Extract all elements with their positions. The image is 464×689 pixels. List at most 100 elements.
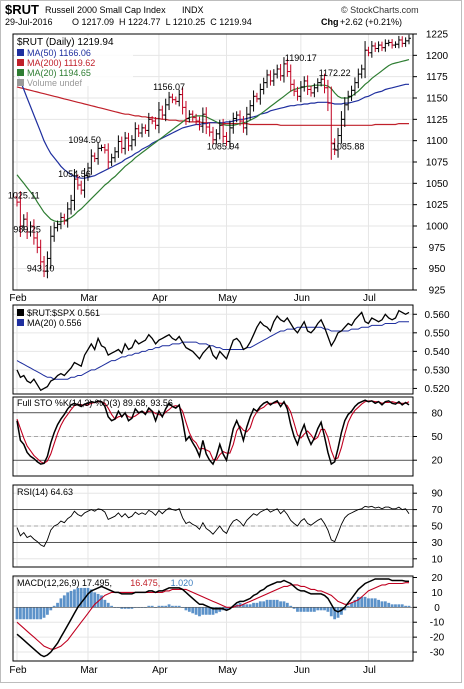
price-annotation: 989.25: [13, 224, 41, 234]
ohlc-values: O 1217.09 H 1224.77 L 1210.25 C 1219.94: [72, 17, 252, 27]
macd-histogram-bar: [25, 607, 29, 620]
macd-histogram-bar: [198, 607, 201, 617]
macd-histogram-bar: [214, 607, 218, 614]
price-annotation: 1190.17: [285, 53, 317, 63]
macd-border: [12, 575, 414, 662]
macd-histogram-bar: [93, 592, 97, 608]
rsi-ytick-label: 10: [431, 554, 443, 565]
macd-histogram-bar: [279, 601, 282, 608]
price-legend-swatch: [17, 79, 24, 86]
copyright-label: © StockCharts.com: [341, 5, 419, 15]
macd-histogram-bar: [272, 599, 276, 608]
macd-histogram-bar: [356, 596, 360, 608]
macd-histogram-bar: [46, 607, 49, 615]
macd-histogram-bar: [174, 605, 178, 608]
x-axis-label: Jun: [294, 293, 310, 304]
macd-histogram-bar: [110, 605, 114, 608]
x-axis-label-bottom: Jul: [363, 665, 376, 676]
price-ytick-label: 950: [429, 264, 446, 275]
macd-histogram-bar: [367, 598, 370, 608]
ratio-legend-swatch: [17, 319, 24, 326]
macd-histogram-bar: [171, 605, 174, 608]
macd-histogram-bar: [363, 596, 367, 608]
price-annotation: 1172.22: [319, 68, 351, 78]
price-ytick-label: 925: [429, 286, 446, 297]
ma50-line: [16, 73, 409, 179]
macd-histogram-bar: [66, 592, 70, 608]
macd-histogram-bar: [306, 607, 310, 612]
macd-histogram-bar: [248, 604, 252, 608]
macd-histogram-bar: [255, 602, 259, 608]
rsi-ytick-label: 90: [431, 489, 443, 500]
macd-ytick-label: -20: [430, 633, 445, 644]
macd-histogram-bar: [35, 607, 39, 620]
macd-histogram-bar: [69, 590, 73, 608]
macd-histogram-bar: [184, 607, 188, 611]
price-title: $RUT (Daily) 1219.94: [17, 37, 114, 48]
macd-signal-line: [16, 582, 409, 650]
macd-histogram-bar: [89, 589, 93, 608]
ratio-legend-label: MA(20) 0.556: [27, 318, 82, 328]
price-annotation: 1085.88: [332, 142, 365, 152]
macd-histogram-bar: [353, 599, 357, 608]
price-ytick-label: 1075: [426, 158, 449, 169]
macd-histogram-bar: [380, 601, 384, 608]
macd-histogram-bar: [323, 607, 326, 611]
macd-histogram-bar: [86, 587, 90, 608]
macd-histogram-bar: [150, 605, 154, 608]
macd-histogram-bar: [100, 595, 103, 608]
macd-histogram-bar: [218, 607, 222, 612]
sto-d-line: [16, 400, 410, 465]
macd-legend-label: 1.020: [171, 578, 194, 588]
price-annotation: 1025.11: [8, 190, 40, 200]
price-annotation: 943.10: [27, 264, 55, 274]
rsi-line: [16, 505, 410, 548]
ratio-legend-swatch: [17, 309, 24, 316]
ratio-line: [16, 309, 410, 392]
price-border: [12, 33, 414, 291]
macd-histogram-bar: [123, 607, 127, 609]
macd-histogram-bar: [18, 607, 22, 620]
macd-panel: -30 -20 -10 0 10 20 MACD(12,26,9) 17.495, 16.47…: [12, 573, 445, 662]
ratio-ytick-label: 0.550: [424, 328, 449, 339]
macd-histogram-bar: [333, 607, 337, 620]
panels-group: 9259509751000102510501075110011251150117…: [8, 30, 450, 677]
change-label: Chg: [321, 17, 339, 27]
macd-histogram-bar: [312, 607, 316, 612]
macd-histogram-bar: [329, 607, 333, 617]
x-axis-label-bottom: Mar: [80, 665, 98, 676]
macd-histogram-bar: [370, 598, 374, 608]
macd-ytick-label: -10: [430, 618, 445, 629]
macd-histogram-bar: [127, 607, 130, 609]
macd-histogram-bar: [309, 607, 313, 612]
rsi-ytick-label: 30: [431, 538, 443, 549]
price-annotation: 1156.07: [153, 82, 185, 92]
rsi-ytick-label: 50: [431, 522, 443, 533]
macd-histogram-bar: [96, 593, 100, 608]
macd-histogram-bar: [160, 605, 164, 608]
macd-histogram-bar: [373, 598, 377, 608]
sto-ytick-label: 50: [431, 432, 443, 443]
macd-histogram-bar: [211, 607, 215, 615]
macd-histogram-bar: [407, 605, 411, 608]
ma20-line: [16, 59, 410, 223]
macd-histogram-bar: [346, 605, 350, 608]
price-ytick-label: 1200: [426, 51, 449, 62]
macd-ytick-label: 0: [434, 603, 440, 614]
price-ytick-label: 1100: [426, 136, 448, 147]
macd-histogram-bar: [147, 605, 151, 608]
index-name: Russell 2000 Small Cap Index: [45, 5, 166, 15]
price-ytick-label: 1150: [426, 94, 448, 105]
macd-histogram-bar: [56, 602, 59, 608]
macd-ytick-label: 20: [431, 573, 443, 584]
macd-histogram-bar: [285, 602, 289, 608]
macd-histogram-bar: [252, 602, 255, 608]
change-value: +2.62 (+0.21%): [340, 17, 402, 27]
macd-histogram-bar: [238, 602, 242, 608]
x-axis-label: May: [218, 293, 237, 304]
macd-histogram-bar: [343, 607, 347, 611]
price-ytick-label: 1175: [426, 72, 448, 83]
macd-histogram-bar: [106, 602, 110, 608]
rsi-legend-label: RSI(14) 64.63: [17, 487, 73, 497]
symbol-label: $RUT: [5, 2, 39, 17]
